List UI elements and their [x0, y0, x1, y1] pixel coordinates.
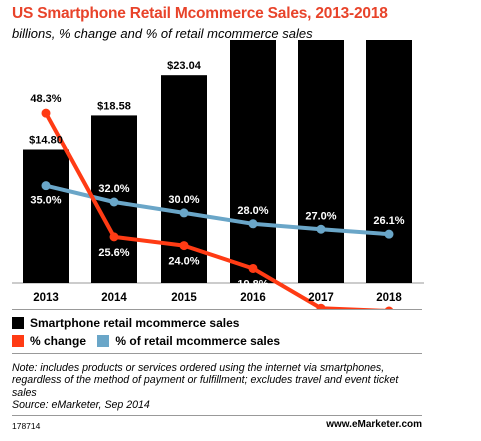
- share-label-2018: 26.1%: [373, 215, 404, 227]
- change-point-2015: [179, 241, 189, 251]
- legend-swatch-change: [12, 335, 24, 347]
- bar-2016: [230, 40, 276, 284]
- share-point-2013: [41, 181, 51, 191]
- share-point-2018: [384, 229, 394, 239]
- legend-swatch-bars: [12, 317, 24, 329]
- share-point-2014: [109, 197, 119, 207]
- source-text: Source: eMarketer, Sep 2014: [12, 399, 150, 412]
- legend-item-bars: Smartphone retail mcommerce sales: [12, 316, 239, 330]
- legend-row-lines: % change % of retail mcommerce sales: [12, 334, 280, 348]
- bar-value-label-2015: $23.04: [167, 60, 202, 72]
- change-label-2015: 24.0%: [168, 256, 199, 268]
- x-tick-label-2016: 2016: [240, 292, 266, 304]
- share-label-2015: 30.0%: [168, 194, 199, 206]
- share-point-2016: [248, 219, 258, 229]
- change-label-2014: 25.6%: [98, 247, 129, 259]
- change-point-2016: [248, 263, 258, 273]
- labels-layer: $14.80$18.58$23.04$27.61$31.07$34.8035.0…: [29, 60, 405, 290]
- change-point-2013: [41, 108, 51, 118]
- brand-url: www.eMarketer.com: [326, 419, 422, 430]
- x-tick-label-2014: 2014: [101, 292, 127, 304]
- legend-divider-bottom: [12, 353, 422, 354]
- lines-layer: [41, 108, 394, 310]
- bar-2013: [23, 149, 69, 283]
- share-point-2017: [316, 224, 326, 234]
- x-tick-label-2015: 2015: [171, 292, 197, 304]
- x-tick-label-2017: 2017: [308, 292, 334, 304]
- note-text: Note: includes products or services orde…: [12, 362, 399, 399]
- legend-label-bars: Smartphone retail mcommerce sales: [30, 316, 240, 330]
- x-tick-label-2018: 2018: [376, 292, 402, 304]
- change-label-2013: 48.3%: [30, 93, 61, 105]
- change-point-2017: [316, 303, 326, 310]
- bar-value-label-2013: $14.80: [29, 135, 63, 147]
- x-tick-label-2013: 2013: [33, 292, 59, 304]
- bar-2018: [366, 40, 412, 283]
- tick-labels-layer: 2013 2014 2015 2016 2017 2018: [33, 292, 402, 304]
- share-label-2013: 35.0%: [30, 195, 61, 207]
- change-line: [44, 112, 390, 310]
- bars-layer: [23, 40, 412, 284]
- chart-id: 178714: [12, 421, 41, 431]
- legend-label-change: % change: [30, 334, 87, 348]
- change-point-2014: [109, 232, 119, 242]
- share-line: [45, 183, 390, 237]
- legend-swatch-share: [97, 335, 110, 347]
- chart-subtitle: billions, % change and % of retail mcomm…: [12, 26, 313, 41]
- share-label-2016: 28.0%: [237, 205, 268, 217]
- share-label-2014: 32.0%: [98, 183, 129, 195]
- chart-title: US Smartphone Retail Mcommerce Sales, 20…: [12, 5, 388, 22]
- chart-canvas: $14.80$18.58$23.04$27.61$31.07$34.8035.0…: [12, 40, 424, 310]
- bar-value-label-2014: $18.58: [97, 100, 131, 112]
- legend-divider-top: [12, 309, 422, 310]
- bar-2017: [298, 40, 344, 284]
- legend-label-share: % of retail mcommerce sales: [115, 334, 281, 348]
- share-label-2017: 27.0%: [305, 210, 336, 222]
- footer-divider: [12, 415, 422, 416]
- share-point-2015: [179, 208, 189, 218]
- change-label-2016: 19.8%: [237, 278, 268, 290]
- chart-note: Note: includes products or services orde…: [12, 362, 422, 412]
